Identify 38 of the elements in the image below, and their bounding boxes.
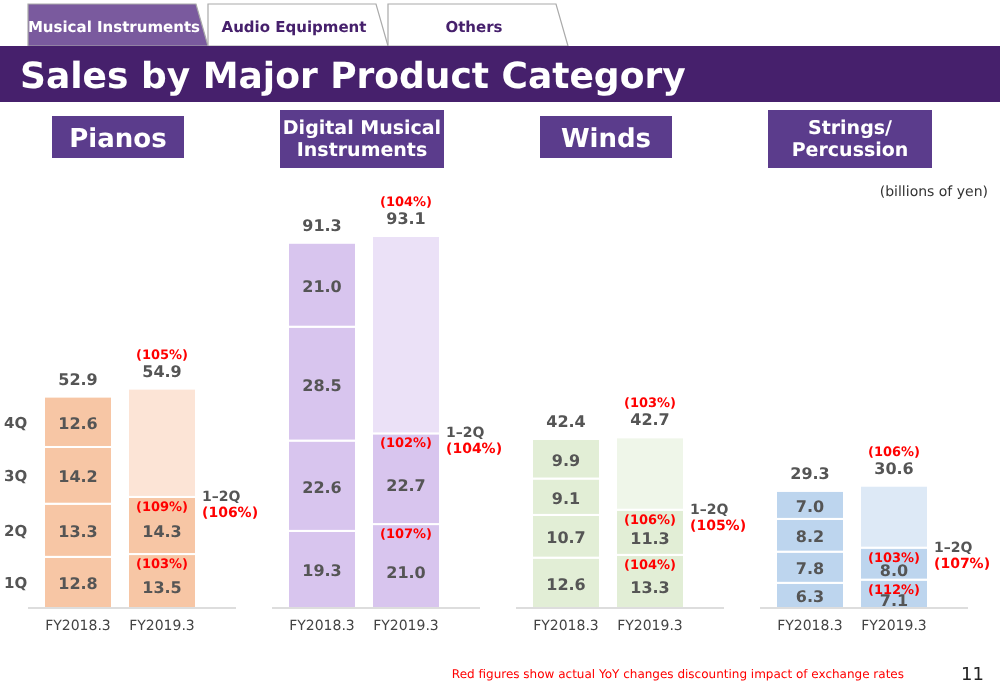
- data-label: 12.8: [58, 575, 99, 594]
- data-label: 21.0: [386, 564, 427, 583]
- total-label: 91.3: [302, 216, 342, 235]
- data-label: 9.1: [551, 489, 582, 508]
- data-label: 12.6: [58, 414, 99, 433]
- data-label: 11.3: [630, 530, 670, 549]
- total-label: 30.6: [874, 459, 915, 478]
- data-label: 13.3: [58, 523, 98, 542]
- data-label: 22.6: [302, 478, 343, 497]
- total-label: 93.1: [386, 210, 427, 228]
- chart-title: Winds: [560, 125, 652, 155]
- text: 11: [961, 666, 984, 686]
- data-label: 10.7: [546, 529, 586, 548]
- data-label: 8.2: [795, 528, 825, 547]
- data-label: 7.1: [879, 591, 910, 610]
- chart-title: Strings/ Percussion: [791, 118, 909, 162]
- chart-title: Pianos: [69, 125, 168, 155]
- data-label: 28.5: [302, 376, 343, 395]
- data-label: 6.3: [795, 588, 825, 607]
- data-label: 19.3: [302, 562, 342, 581]
- data-label: 22.7: [386, 476, 426, 495]
- total-label: 52.9: [58, 370, 99, 389]
- data-label: 14.2: [58, 468, 98, 487]
- data-label: 12.6: [546, 575, 587, 594]
- data-label: 14.3: [142, 523, 182, 542]
- data-label: 7.0: [795, 497, 826, 516]
- total-label: 54.9: [142, 362, 183, 381]
- data-label: 9.9: [551, 451, 582, 470]
- text: Sales by Major Product Category: [20, 56, 687, 98]
- total-label: 42.7: [630, 411, 670, 430]
- data-label: 21.0: [302, 277, 343, 296]
- chart-title: Digital Musical Instruments: [282, 118, 442, 162]
- total-label: 42.4: [546, 412, 587, 431]
- data-label: 7.8: [795, 560, 826, 579]
- data-label: 13.5: [142, 579, 183, 598]
- total-label: 29.3: [790, 464, 830, 483]
- data-label: 8.0: [879, 561, 910, 580]
- data-label: 13.3: [630, 579, 670, 598]
